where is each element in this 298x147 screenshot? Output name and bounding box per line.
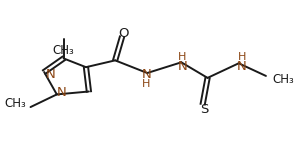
Text: O: O <box>119 27 129 40</box>
Text: CH₃: CH₃ <box>273 73 294 86</box>
Text: N: N <box>57 86 66 99</box>
Text: CH₃: CH₃ <box>4 97 26 110</box>
Text: N: N <box>142 69 151 81</box>
Text: N: N <box>46 69 56 81</box>
Text: H: H <box>142 79 150 89</box>
Text: CH₃: CH₃ <box>53 44 74 57</box>
Text: N: N <box>237 60 246 73</box>
Text: H: H <box>178 52 187 62</box>
Text: N: N <box>177 60 187 73</box>
Text: S: S <box>201 103 209 116</box>
Text: H: H <box>238 52 246 62</box>
